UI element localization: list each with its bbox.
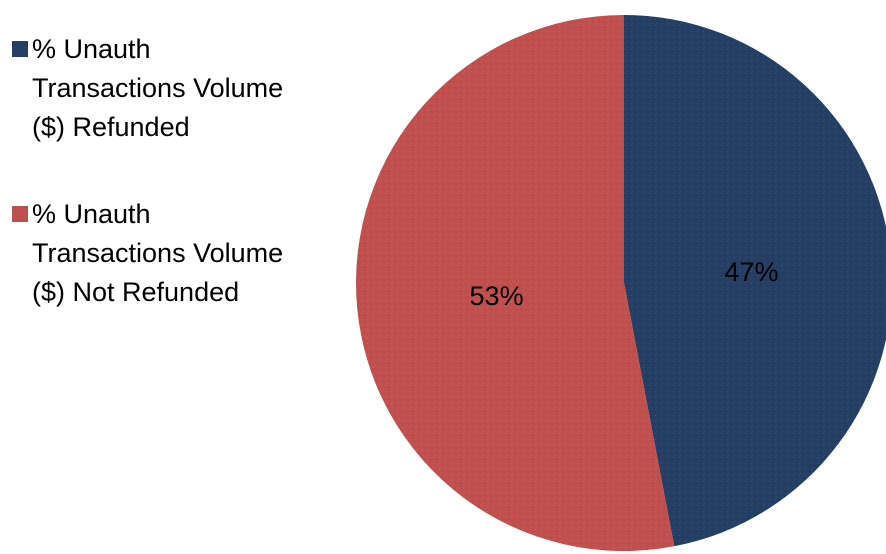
legend-item-refunded: % Unauth Transactions Volume ($) Refunde… — [12, 30, 342, 147]
legend-item-not-refunded: % Unauth Transactions Volume ($) Not Ref… — [12, 195, 342, 312]
legend-label-refunded: % Unauth Transactions Volume ($) Refunde… — [32, 34, 284, 142]
legend-label-not-refunded: % Unauth Transactions Volume ($) Not Ref… — [32, 199, 284, 307]
pie-slice-labels: 47% 53% — [470, 257, 779, 311]
pie-slices — [355, 15, 886, 551]
legend-swatch-refunded — [12, 41, 28, 57]
pie-slice-texture-refunded — [624, 15, 886, 547]
chart-legend: % Unauth Transactions Volume ($) Refunde… — [12, 30, 342, 360]
legend-swatch-not-refunded — [12, 206, 28, 222]
pie-slice-label-refunded: 47% — [724, 257, 778, 287]
pie-slice-texture-not-refunded — [355, 15, 675, 551]
pie-slice-label-not-refunded: 53% — [470, 281, 524, 311]
